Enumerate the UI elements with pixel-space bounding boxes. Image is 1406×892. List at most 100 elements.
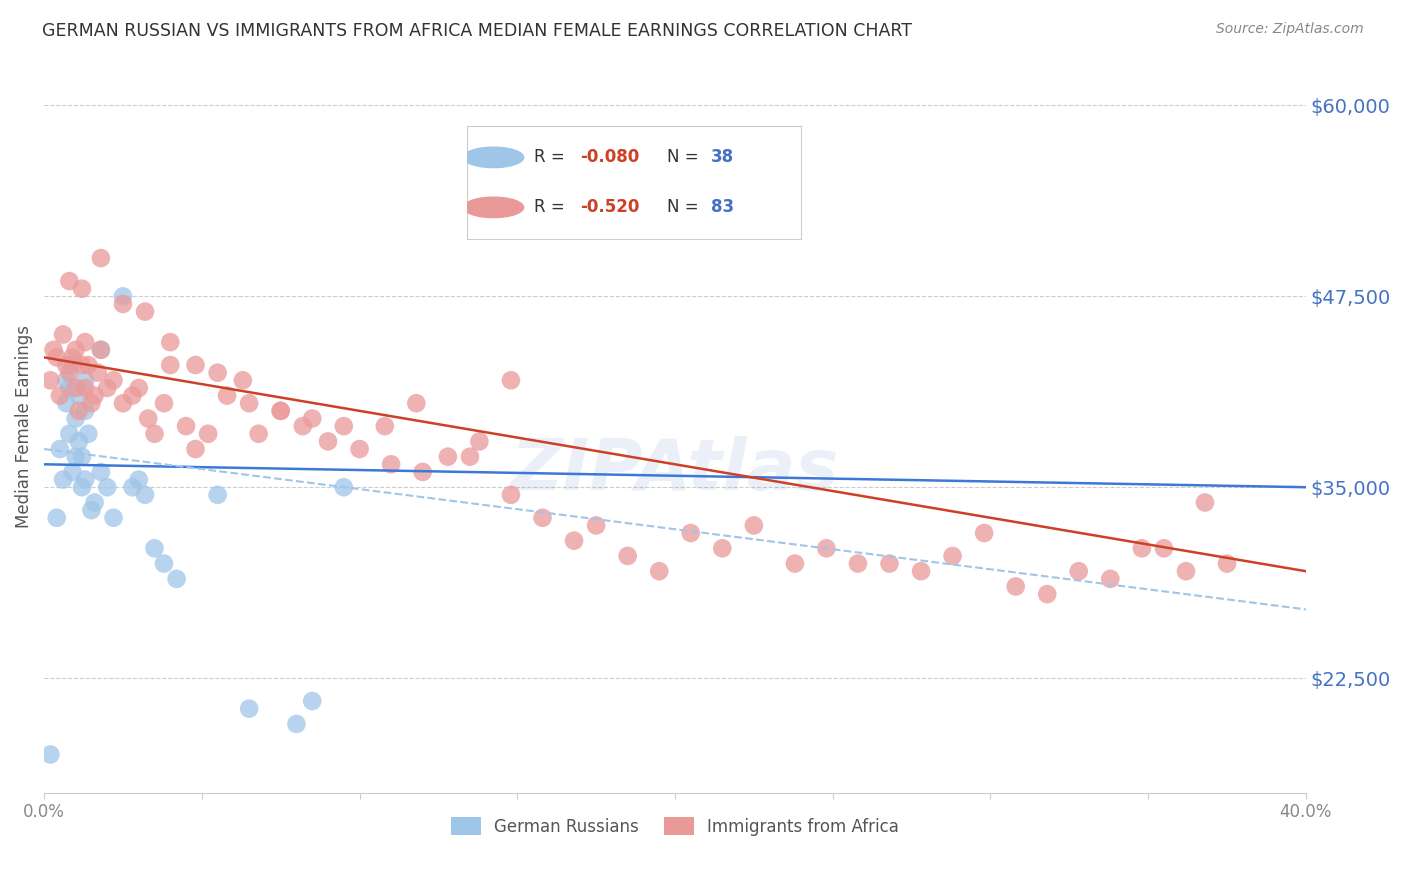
Point	[1130, 541, 1153, 556]
Point	[783, 557, 806, 571]
Point	[143, 426, 166, 441]
Point	[77, 426, 100, 441]
Point	[1216, 557, 1239, 571]
Point	[55, 373, 77, 387]
Point	[83, 495, 105, 509]
Point	[1036, 587, 1059, 601]
Point	[291, 419, 314, 434]
Point	[70, 480, 93, 494]
Point	[90, 465, 112, 479]
Point	[134, 488, 156, 502]
Point	[616, 549, 638, 563]
Point	[52, 327, 75, 342]
Point	[77, 358, 100, 372]
Point	[846, 557, 869, 571]
Legend: German Russians, Immigrants from Africa: German Russians, Immigrants from Africa	[451, 817, 900, 836]
Point	[166, 572, 188, 586]
Point	[62, 358, 84, 372]
Point	[412, 465, 434, 479]
Point	[83, 388, 105, 402]
Point	[90, 251, 112, 265]
Point	[1153, 541, 1175, 556]
Point	[75, 381, 97, 395]
Point	[238, 396, 260, 410]
Point	[65, 343, 87, 357]
Point	[42, 343, 65, 357]
Point	[80, 396, 103, 410]
Point	[62, 465, 84, 479]
Point	[75, 335, 97, 350]
Point	[1067, 564, 1090, 578]
Point	[75, 473, 97, 487]
Point	[111, 297, 134, 311]
Point	[711, 541, 734, 556]
Point	[52, 473, 75, 487]
Point	[58, 366, 80, 380]
Point	[1175, 564, 1198, 578]
Point	[67, 434, 90, 449]
Point	[39, 747, 62, 762]
Point	[128, 473, 150, 487]
Point	[405, 396, 427, 410]
Point	[270, 404, 292, 418]
Point	[45, 510, 67, 524]
Point	[111, 289, 134, 303]
Point	[65, 381, 87, 395]
Point	[153, 557, 176, 571]
Point	[270, 404, 292, 418]
Point	[39, 373, 62, 387]
Point	[49, 388, 72, 402]
Point	[184, 442, 207, 456]
Point	[70, 282, 93, 296]
Point	[62, 351, 84, 365]
Point	[499, 373, 522, 387]
Text: ZIPAtlas: ZIPAtlas	[510, 435, 839, 505]
Text: Source: ZipAtlas.com: Source: ZipAtlas.com	[1216, 22, 1364, 37]
Point	[349, 442, 371, 456]
Point	[103, 373, 125, 387]
Point	[973, 526, 995, 541]
Point	[159, 335, 181, 350]
Point	[184, 358, 207, 372]
Point	[1194, 495, 1216, 509]
Point	[55, 358, 77, 372]
Point	[437, 450, 460, 464]
Point	[648, 564, 671, 578]
Point	[159, 358, 181, 372]
Point	[58, 381, 80, 395]
Point	[238, 701, 260, 715]
Point	[134, 304, 156, 318]
Point	[1099, 572, 1122, 586]
Point	[333, 480, 356, 494]
Point	[70, 450, 93, 464]
Point	[90, 343, 112, 357]
Point	[585, 518, 607, 533]
Point	[75, 373, 97, 387]
Point	[207, 366, 229, 380]
Point	[215, 388, 238, 402]
Point	[207, 488, 229, 502]
Point	[121, 388, 143, 402]
Point	[67, 388, 90, 402]
Point	[87, 366, 110, 380]
Point	[197, 426, 219, 441]
Point	[285, 717, 308, 731]
Point	[103, 510, 125, 524]
Point	[143, 541, 166, 556]
Point	[45, 351, 67, 365]
Point	[374, 419, 396, 434]
Point	[815, 541, 838, 556]
Point	[75, 404, 97, 418]
Point	[301, 694, 323, 708]
Point	[58, 426, 80, 441]
Point	[316, 434, 339, 449]
Point	[562, 533, 585, 548]
Point	[942, 549, 965, 563]
Text: GERMAN RUSSIAN VS IMMIGRANTS FROM AFRICA MEDIAN FEMALE EARNINGS CORRELATION CHAR: GERMAN RUSSIAN VS IMMIGRANTS FROM AFRICA…	[42, 22, 912, 40]
Y-axis label: Median Female Earnings: Median Female Earnings	[15, 325, 32, 528]
Point	[111, 396, 134, 410]
Point	[879, 557, 901, 571]
Point	[121, 480, 143, 494]
Point	[910, 564, 932, 578]
Point	[80, 503, 103, 517]
